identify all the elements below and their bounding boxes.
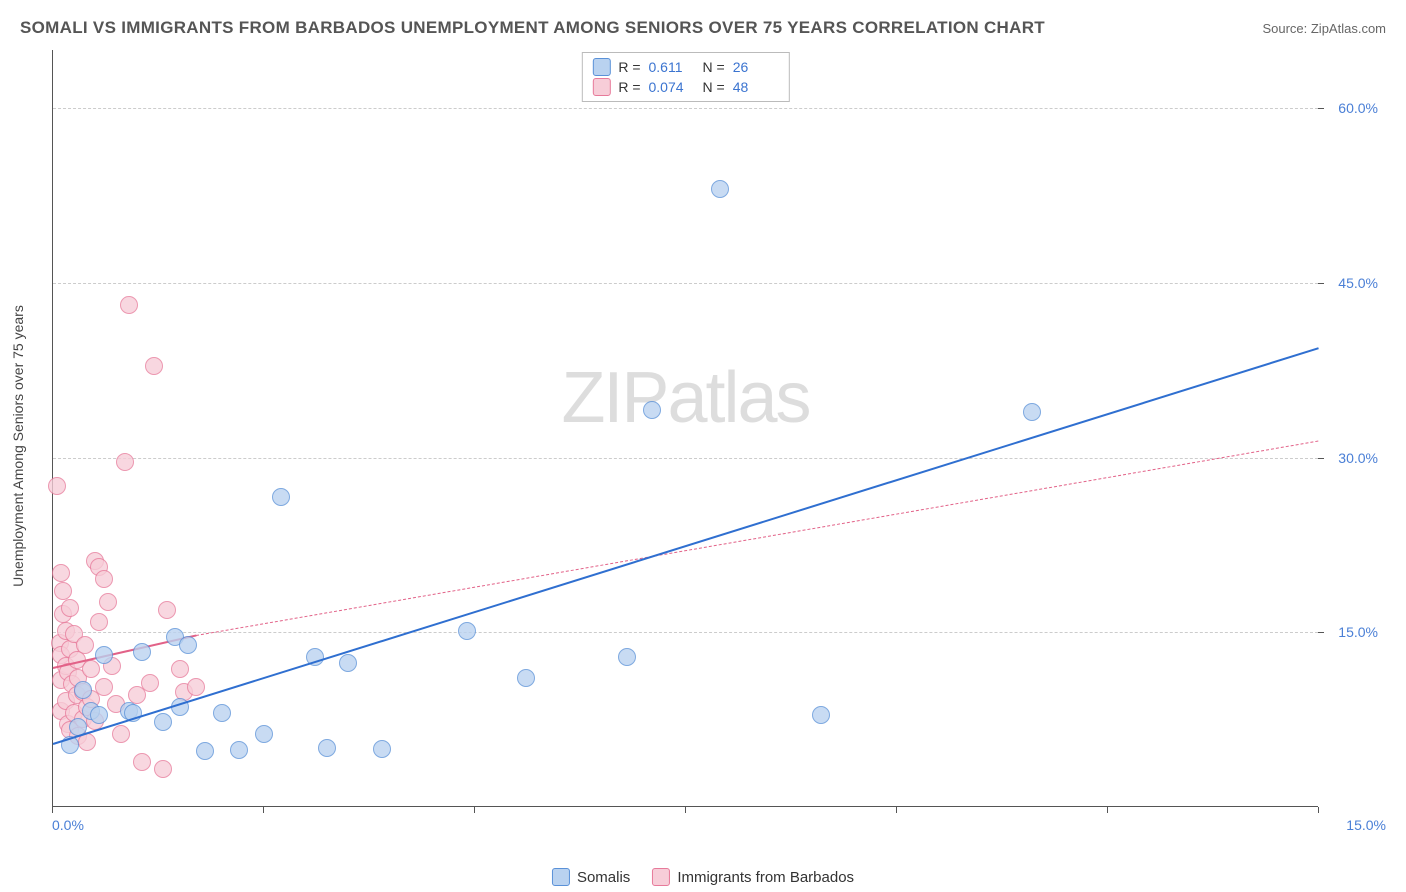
y-tick-label: 60.0% — [1338, 100, 1378, 116]
barbados-point — [145, 357, 163, 375]
somalis-point — [255, 725, 273, 743]
barbados-point — [187, 678, 205, 696]
x-tick — [1107, 807, 1108, 813]
x-tick — [1318, 807, 1319, 813]
somalis-point — [272, 488, 290, 506]
somalis-point — [179, 636, 197, 654]
legend-label: Somalis — [577, 869, 630, 886]
somalis-point — [1023, 403, 1041, 421]
legend-label: Immigrants from Barbados — [677, 869, 854, 886]
barbados-point — [76, 636, 94, 654]
n-value: 26 — [733, 59, 779, 75]
somalis-trendline — [53, 347, 1320, 745]
y-tick — [1318, 108, 1324, 109]
r-value: 0.611 — [649, 59, 695, 75]
gridline — [53, 283, 1318, 284]
x-tick — [896, 807, 897, 813]
somalis-point — [90, 706, 108, 724]
series-legend: Somalis Immigrants from Barbados — [552, 868, 854, 886]
barbados-point — [112, 725, 130, 743]
somalis-point — [339, 654, 357, 672]
somalis-point — [213, 704, 231, 722]
x-tick — [685, 807, 686, 813]
r-label: R = — [618, 59, 640, 75]
somalis-point — [812, 706, 830, 724]
somalis-point — [95, 646, 113, 664]
barbados-point — [61, 599, 79, 617]
x-tick-label: 15.0% — [1346, 817, 1386, 833]
x-tick-label: 0.0% — [52, 817, 84, 833]
somalis-swatch — [552, 868, 570, 886]
barbados-point — [54, 582, 72, 600]
legend-item-somalis: Somalis — [552, 868, 630, 886]
y-tick — [1318, 283, 1324, 284]
barbados-swatch — [652, 868, 670, 886]
n-value: 48 — [733, 79, 779, 95]
somalis-point — [711, 180, 729, 198]
somalis-point — [618, 648, 636, 666]
barbados-swatch — [592, 78, 610, 96]
r-value: 0.074 — [649, 79, 695, 95]
barbados-point — [52, 564, 70, 582]
gridline — [53, 458, 1318, 459]
somalis-point — [517, 669, 535, 687]
y-axis-title: Unemployment Among Seniors over 75 years — [10, 305, 26, 587]
somalis-point — [230, 741, 248, 759]
y-tick — [1318, 458, 1324, 459]
barbados-point — [154, 760, 172, 778]
x-tick — [263, 807, 264, 813]
somalis-point — [458, 622, 476, 640]
y-tick-label: 45.0% — [1338, 275, 1378, 291]
barbados-point — [120, 296, 138, 314]
gridline — [53, 632, 1318, 633]
y-tick-label: 15.0% — [1338, 624, 1378, 640]
stats-row-barbados: R = 0.074 N = 48 — [592, 77, 778, 97]
somalis-point — [318, 739, 336, 757]
somalis-point — [643, 401, 661, 419]
chart-title: SOMALI VS IMMIGRANTS FROM BARBADOS UNEMP… — [20, 18, 1045, 38]
somalis-point — [373, 740, 391, 758]
barbados-point — [158, 601, 176, 619]
chart-area: ZIPatlas R = 0.611 N = 26 R = 0.074 N = 48 15.0… — [52, 50, 1386, 837]
plot-region: ZIPatlas R = 0.611 N = 26 R = 0.074 N = 48 — [52, 50, 1318, 807]
somalis-point — [74, 681, 92, 699]
y-tick — [1318, 632, 1324, 633]
barbados-point — [95, 570, 113, 588]
legend-item-barbados: Immigrants from Barbados — [652, 868, 854, 886]
barbados-point — [90, 613, 108, 631]
barbados-trendline — [196, 440, 1319, 635]
barbados-point — [99, 593, 117, 611]
watermark: ZIPatlas — [561, 357, 809, 439]
x-tick — [474, 807, 475, 813]
stats-row-somalis: R = 0.611 N = 26 — [592, 57, 778, 77]
somalis-point — [133, 643, 151, 661]
somalis-swatch — [592, 58, 610, 76]
barbados-point — [116, 453, 134, 471]
somalis-point — [196, 742, 214, 760]
stats-legend: R = 0.611 N = 26 R = 0.074 N = 48 — [581, 52, 789, 102]
gridline — [53, 108, 1318, 109]
r-label: R = — [618, 79, 640, 95]
barbados-point — [82, 660, 100, 678]
barbados-point — [48, 477, 66, 495]
barbados-point — [95, 678, 113, 696]
x-tick — [52, 807, 53, 813]
barbados-point — [141, 674, 159, 692]
somalis-point — [154, 713, 172, 731]
n-label: N = — [703, 79, 725, 95]
chart-source: Source: ZipAtlas.com — [1262, 21, 1386, 36]
barbados-point — [133, 753, 151, 771]
barbados-point — [171, 660, 189, 678]
y-tick-label: 30.0% — [1338, 450, 1378, 466]
n-label: N = — [703, 59, 725, 75]
